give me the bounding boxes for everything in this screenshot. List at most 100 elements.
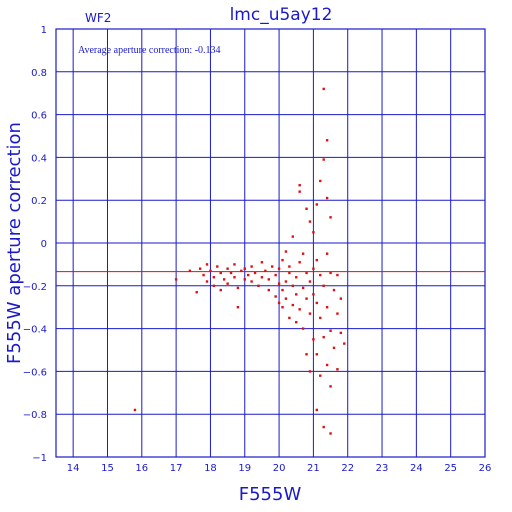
- data-point: [133, 408, 137, 412]
- data-point: [315, 353, 319, 356]
- data-point: [319, 179, 322, 183]
- data-point: [236, 286, 240, 290]
- data-point: [202, 273, 205, 277]
- data-point: [322, 158, 325, 161]
- data-point: [295, 276, 298, 279]
- data-point: [305, 353, 308, 356]
- y-tick-label: −0.4: [23, 325, 47, 336]
- y-tick-labels: −1 −0.8 −0.6 −0.4 −0.2 0 0.2 0.4 0.6 0.8 1: [23, 25, 47, 464]
- x-tick-label: 18: [204, 463, 217, 474]
- data-point: [209, 269, 212, 273]
- data-point: [236, 306, 240, 309]
- data-point: [315, 301, 319, 305]
- data-point: [250, 280, 253, 283]
- data-point: [336, 368, 339, 371]
- data-point: [250, 265, 253, 268]
- data-point: [343, 342, 346, 345]
- data-point: [329, 432, 332, 435]
- data-point: [212, 284, 216, 287]
- data-point: [216, 265, 219, 268]
- panel-label: WF2: [85, 11, 111, 25]
- data-point: [305, 271, 308, 275]
- data-point: [205, 280, 209, 283]
- data-point: [226, 267, 229, 270]
- y-tick-label: −0.6: [23, 367, 47, 378]
- data-point: [288, 316, 291, 320]
- data-point: [284, 280, 288, 283]
- y-tick-label: 0.6: [31, 111, 47, 122]
- data-point: [319, 273, 322, 277]
- data-point: [267, 278, 270, 281]
- data-point: [284, 250, 288, 253]
- y-tick-label: −0.8: [23, 410, 47, 421]
- x-tick-label: 15: [101, 463, 114, 474]
- data-point: [322, 425, 325, 429]
- data-point: [277, 301, 281, 305]
- data-point: [271, 265, 274, 268]
- data-point: [329, 216, 332, 219]
- data-point: [233, 263, 236, 266]
- data-point: [301, 286, 305, 290]
- data-point: [322, 335, 325, 339]
- data-point: [332, 346, 336, 350]
- data-point: [308, 312, 312, 315]
- data-point: [243, 267, 246, 270]
- y-tick-label: 0.4: [31, 153, 47, 164]
- data-point: [274, 273, 277, 277]
- data-point: [339, 331, 343, 335]
- data-point: [174, 278, 178, 281]
- data-point: [281, 306, 284, 309]
- data-point: [332, 288, 336, 292]
- y-tick-label: 0.2: [31, 196, 47, 207]
- data-point: [329, 385, 332, 388]
- data-point: [305, 207, 308, 210]
- x-tick-label: 25: [444, 463, 457, 474]
- x-tick-label: 17: [170, 463, 183, 474]
- data-point: [301, 327, 305, 330]
- y-tick-label: 0.8: [31, 68, 47, 79]
- data-point: [312, 338, 315, 341]
- data-point: [233, 276, 236, 279]
- data-point: [312, 293, 315, 296]
- x-tick-label: 22: [341, 463, 354, 474]
- data-point: [298, 308, 301, 311]
- data-point: [188, 269, 192, 273]
- y-tick-label: 1: [41, 25, 47, 36]
- data-point: [281, 288, 284, 292]
- x-tick-label: 21: [307, 463, 320, 474]
- data-point: [308, 280, 312, 283]
- data-point: [319, 316, 322, 320]
- data-point: [288, 271, 291, 275]
- data-point: [240, 269, 243, 273]
- data-point: [301, 252, 305, 255]
- data-point: [298, 190, 301, 193]
- data-point: [298, 184, 301, 187]
- data-point: [315, 203, 319, 206]
- data-point: [291, 284, 295, 287]
- x-tick-label: 14: [67, 463, 80, 474]
- data-point: [295, 293, 298, 296]
- x-axis-label: F555W: [239, 484, 302, 505]
- data-point: [312, 267, 315, 270]
- data-point: [195, 291, 198, 294]
- data-point: [322, 284, 325, 287]
- data-point: [329, 329, 332, 332]
- y-tick-label: −1: [32, 453, 47, 464]
- data-point: [325, 196, 329, 200]
- data-point: [229, 271, 233, 275]
- data-point: [308, 370, 312, 373]
- data-point: [246, 273, 250, 277]
- data-points: [133, 87, 346, 435]
- data-point: [277, 282, 281, 285]
- data-point: [198, 267, 202, 270]
- data-point: [291, 303, 295, 307]
- grid-lines: [56, 28, 486, 458]
- data-point: [212, 276, 216, 279]
- data-point: [312, 231, 315, 234]
- data-point: [336, 312, 339, 315]
- x-tick-label: 24: [410, 463, 423, 474]
- plot-frame: [55, 28, 486, 458]
- data-point: [295, 320, 298, 324]
- data-point: [336, 273, 339, 277]
- data-point: [305, 297, 308, 300]
